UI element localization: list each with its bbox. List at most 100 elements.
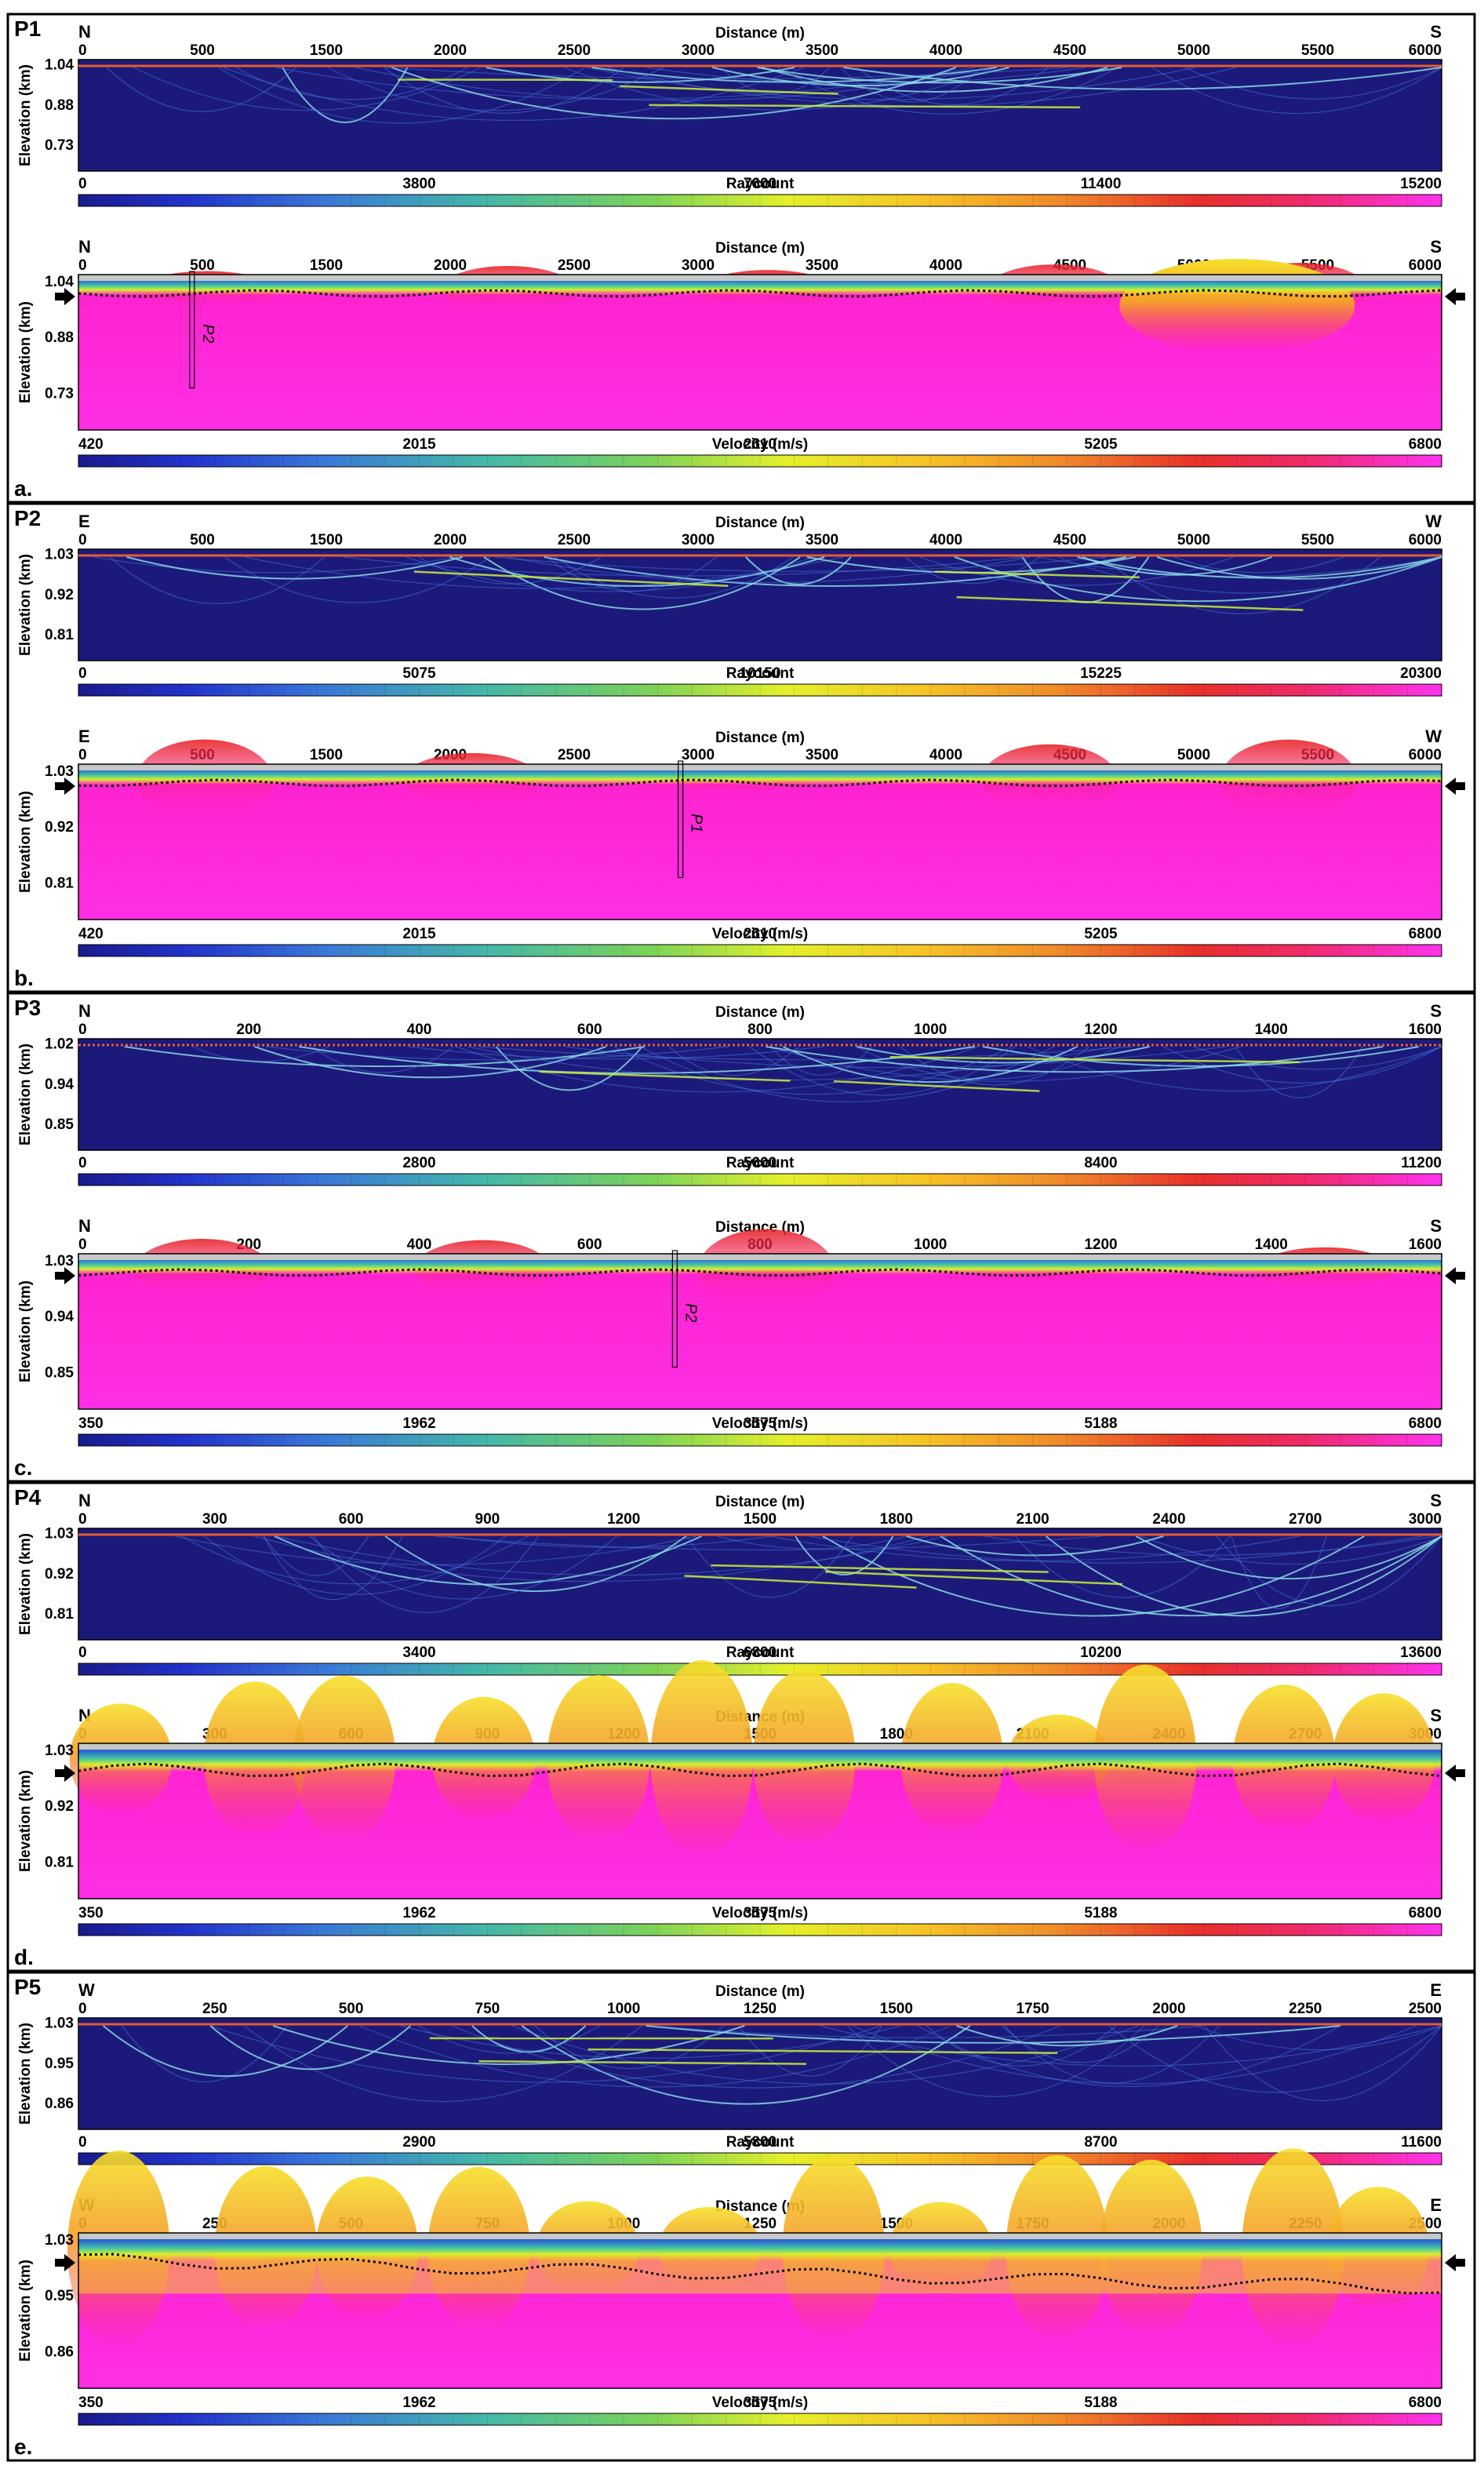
raycount-ray-path	[1203, 2025, 1442, 2101]
raycount-ray-path	[711, 67, 1009, 87]
raycount-ray-path	[274, 1535, 702, 1586]
raycount-ray-path	[565, 1046, 1226, 1069]
raycount-x-tick-label: 2000	[434, 532, 467, 548]
velocity-colorbar	[78, 454, 1442, 468]
left-arrow-icon	[55, 2254, 75, 2271]
left-arrow-icon	[55, 778, 75, 795]
crossing-profile-marker	[189, 271, 195, 389]
raycount-x-tick-label: 250	[202, 2001, 227, 2017]
left-arrow-icon	[55, 1267, 75, 1284]
raycount-ray-path	[511, 2025, 1138, 2085]
raycount-ray-path	[102, 2025, 348, 2078]
raycount-colorbar-title: Raycount	[726, 2134, 795, 2151]
velocity-y-tick-label: 0.88	[45, 330, 74, 346]
raycount-x-tick-label: 1500	[310, 42, 343, 59]
raycount-x-tick-label: 300	[202, 1511, 227, 1528]
raycount-ray-path	[1077, 556, 1442, 579]
velocity-colorbar-tick-label: 3575	[744, 1415, 777, 1432]
raycount-y-tick-label: 0.81	[45, 1606, 74, 1623]
raycount-ray-path	[1082, 556, 1272, 576]
panel-frame	[6, 502, 1476, 993]
raycount-high-count-segment	[649, 104, 1080, 109]
velocity-right-direction: W	[1425, 727, 1442, 746]
raycount-left-direction: N	[78, 22, 91, 42]
raycount-high-count-segment	[825, 1570, 1123, 1586]
velocity-colorbar-tick-label: 6800	[1409, 1415, 1442, 1432]
raycount-ray-path	[555, 556, 794, 599]
raycount-x-tick-label: 200	[236, 1022, 261, 1038]
velocity-x-tick-label: 4000	[929, 747, 962, 763]
velocity-xlabel: Distance (m)	[715, 240, 805, 257]
raycount-colorbar-tick-label: 3400	[402, 1644, 435, 1661]
raycount-colorbar-tick-label: 11600	[1401, 2134, 1442, 2151]
raycount-right-direction: W	[1425, 512, 1442, 531]
raycount-ray-path	[418, 556, 602, 585]
raycount-ray-path	[495, 1046, 643, 1091]
velocity-colorbar-tick-label: 5188	[1084, 2395, 1117, 2411]
raycount-ray-path	[435, 1535, 1101, 1551]
raycount-ray-path	[126, 556, 464, 580]
raycount-left-direction: W	[78, 1980, 95, 2000]
velocity-interface-line	[78, 1268, 1442, 1277]
raycount-colorbar-tick-label: 0	[78, 2134, 87, 2151]
velocity-colorbar-tick-label: 1962	[402, 1905, 435, 1921]
raycount-ray-path	[546, 556, 717, 592]
raycount-y-tick-label: 0.94	[45, 1076, 74, 1093]
raycount-x-tick-label: 5000	[1177, 532, 1210, 548]
raycount-ray-path	[254, 1046, 606, 1079]
raycount-ray-path	[133, 67, 482, 111]
raycount-x-tick-label: 1750	[1016, 2001, 1049, 2017]
raycount-x-tick-label: 900	[475, 1511, 500, 1528]
velocity-x-tick-label: 3500	[806, 257, 838, 274]
raycount-ray-path	[1045, 1535, 1442, 1617]
raycount-high-count-segment	[619, 85, 838, 95]
raycount-ray-path	[309, 1535, 618, 1600]
raycount-colorbar-tick-label: 5600	[744, 1155, 777, 1171]
velocity-anomaly	[1119, 259, 1355, 353]
raycount-ylabel: Elevation (km)	[17, 554, 34, 656]
velocity-x-tick-label: 1500	[310, 747, 343, 763]
raycount-ray-path	[906, 1535, 1164, 1557]
panel-frame	[6, 992, 1476, 1483]
raycount-x-tick-label: 5500	[1301, 532, 1334, 548]
velocity-topography-band	[78, 1743, 1442, 1750]
velocity-x-tick-label: 0	[78, 257, 87, 274]
raycount-ray-path	[717, 1535, 907, 1550]
raycount-colorbar-tick-label: 13600	[1400, 1644, 1442, 1661]
panel-p4: P4 d. 0 300 600 900 1200 1500 1800 2100 2400 2700 30…	[6, 1481, 1476, 1972]
left-arrow-icon	[55, 1765, 75, 1782]
velocity-x-tick-label: 600	[577, 1236, 602, 1253]
raycount-ray-path	[124, 1046, 646, 1068]
raycount-left-direction: N	[78, 1491, 91, 1510]
raycount-ray-path	[795, 1535, 894, 1575]
raycount-ray-path	[1108, 2025, 1442, 2093]
raycount-ray-path	[782, 1046, 1078, 1084]
crossing-profile-label: P2	[682, 1303, 699, 1322]
raycount-x-tick-label: 4500	[1053, 532, 1086, 548]
raycount-ray-path	[917, 2025, 1341, 2087]
velocity-y-tick-label: 0.92	[45, 819, 74, 836]
panel-p3: P3 c. 0 200 400 600 800 1000 1200 1400 1600 Distanc…	[6, 992, 1476, 1483]
raycount-ray-path	[1163, 1046, 1442, 1084]
raycount-ray-path	[1057, 556, 1442, 594]
raycount-ray-path	[451, 2025, 1060, 2089]
raycount-ray-path	[494, 556, 1108, 572]
raycount-ray-path	[1184, 67, 1442, 100]
raycount-ray-path	[745, 556, 852, 585]
velocity-x-tick-label: 2500	[558, 257, 591, 274]
raycount-colorbar-tick-label: 15200	[1400, 176, 1442, 192]
velocity-x-tick-label: 1200	[1084, 1236, 1117, 1253]
raycount-colorbar-tick-label: 2900	[402, 2134, 435, 2151]
raycount-colorbar-tick-label: 11400	[1081, 176, 1122, 192]
raycount-x-tick-label: 600	[577, 1022, 602, 1038]
raycount-xlabel: Distance (m)	[715, 515, 805, 531]
velocity-topography-band	[78, 2233, 1442, 2239]
raycount-y-tick-label: 0.92	[45, 1566, 74, 1583]
velocity-topography-band	[78, 275, 1442, 281]
velocity-x-tick-label: 400	[407, 1236, 432, 1253]
raycount-y-tick-label: 0.73	[45, 137, 74, 154]
raycount-ylabel: Elevation (km)	[17, 2023, 34, 2125]
panel-id: P4	[14, 1485, 42, 1510]
velocity-colorbar-tick-label: 5188	[1084, 1905, 1117, 1921]
velocity-colorbar-tick-label: 3575	[744, 2395, 777, 2411]
